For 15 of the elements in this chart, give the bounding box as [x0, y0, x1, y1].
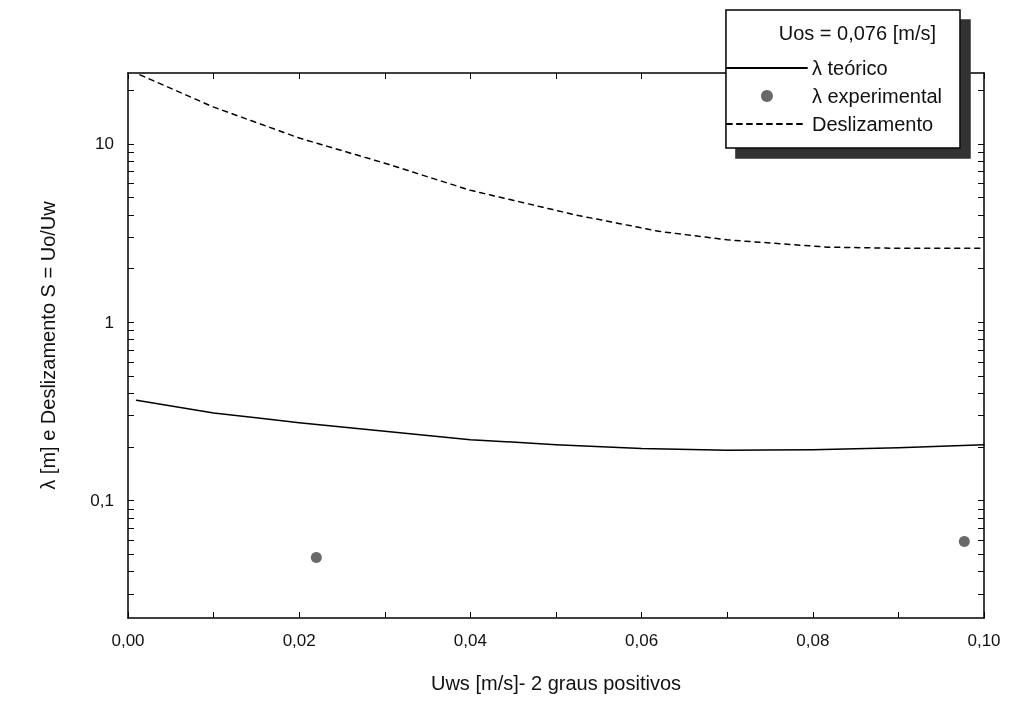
- x-tick-label: 0,06: [625, 631, 659, 650]
- x-tick-label: 0,02: [282, 631, 316, 650]
- legend-label: Deslizamento: [811, 113, 934, 135]
- x-tick-label: 0,04: [453, 631, 487, 650]
- x-tick-label: 0,08: [796, 631, 830, 650]
- x-tick-label: 0,10: [967, 631, 1001, 650]
- y-tick-label: 0,1: [90, 491, 114, 511]
- y-tick-label: 1: [104, 312, 114, 332]
- x-axis-title: Uws [m/s]- 2 graus positivos: [430, 672, 682, 694]
- legend-label: λ experimental: [811, 85, 942, 107]
- legend-label: λ teórico: [811, 57, 888, 79]
- y-axis-title: λ [m] e Deslizamento S = Uo/Uw: [37, 200, 59, 490]
- y-tick-label: 10: [95, 134, 114, 154]
- legend-title: Uos = 0,076 [m/s]: [778, 22, 936, 44]
- x-tick-label: 0,00: [111, 631, 145, 650]
